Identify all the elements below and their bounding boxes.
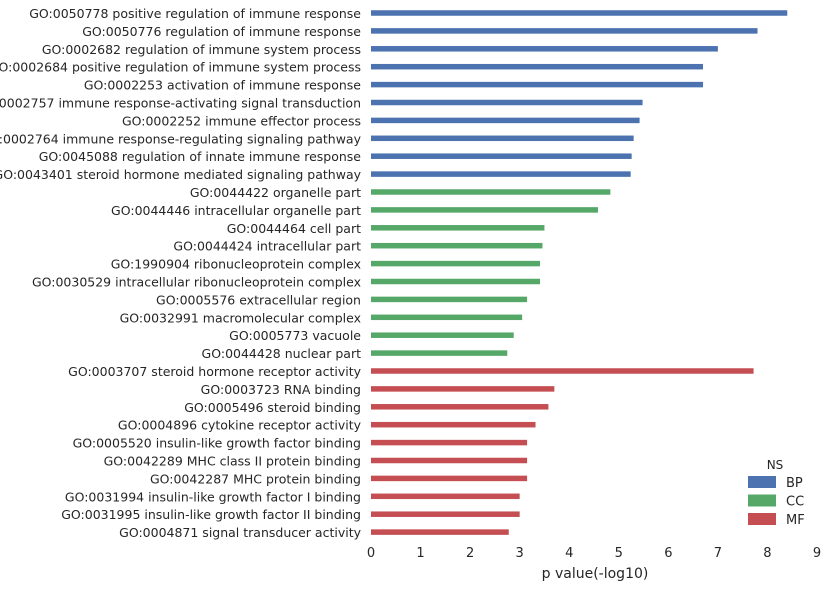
bar-9 [371,171,631,177]
bar-22 [371,404,549,410]
category-label-27: GO:0031994 insulin-like growth factor I … [65,489,361,504]
category-label-4: GO:0002253 activation of immune response [84,78,361,93]
x-tick-label-3: 3 [516,546,524,561]
legend-label-mf: MF [786,513,805,528]
category-label-6: GO:0002252 immune effector process [122,113,361,128]
x-tick-label-0: 0 [367,546,375,561]
bar-29 [371,529,509,535]
category-labels-group: GO:0050778 positive regulation of immune… [0,6,362,540]
category-label-19: GO:0044428 nuclear part [202,346,362,361]
category-label-18: GO:0005773 vacuole [229,328,361,343]
category-label-25: GO:0042289 MHC class II protein binding [104,454,361,469]
bar-23 [371,421,536,428]
bar-17 [371,314,523,321]
bar-20 [371,368,754,374]
category-label-14: GO:1990904 ribonucleoprotein complex [111,257,361,272]
bar-18 [371,332,514,338]
x-axis-label: p value(-log10) [542,566,649,582]
x-tick-label-5: 5 [615,546,623,561]
category-label-17: GO:0032991 macromolecular complex [120,310,361,325]
category-label-2: GO:0002682 regulation of immune system p… [42,42,361,57]
bar-19 [371,350,508,356]
bar-24 [371,439,528,446]
bar-13 [371,242,543,249]
bar-15 [371,278,540,285]
bar-14 [371,260,540,267]
x-tick-label-9: 9 [813,546,821,561]
x-tick-label-1: 1 [416,546,424,561]
category-label-13: GO:0044424 intracellular part [173,239,361,254]
category-label-7: GO:0002764 immune response-regulating si… [0,131,362,146]
bar-11 [371,207,598,213]
bar-2 [371,46,718,52]
bar-0 [371,10,788,16]
bar-25 [371,457,528,464]
category-label-21: GO:0003723 RNA binding [201,382,361,397]
x-axis-ticks-group: 0 1 2 3 4 5 6 7 8 9 [367,546,821,561]
x-tick-label-6: 6 [664,546,672,561]
legend-swatch-cc [748,494,776,507]
category-label-11: GO:0044446 intracellular organelle part [111,203,361,218]
bar-28 [371,511,520,517]
category-label-28: GO:0031995 insulin-like growth factor II… [61,507,361,522]
legend-label-cc: CC [786,495,804,510]
x-tick-label-4: 4 [565,546,573,561]
bar-8 [371,153,632,159]
bar-10 [371,189,611,195]
bar-27 [371,493,520,500]
bars-group [371,10,788,535]
category-label-10: GO:0044422 organelle part [190,185,361,200]
legend-label-bp: BP [786,476,803,491]
legend-swatch-mf [748,513,776,525]
category-label-24: GO:0005520 insulin-like growth factor bi… [73,436,361,451]
category-label-12: GO:0044464 cell part [227,221,361,236]
category-label-22: GO:0005496 steroid binding [184,400,361,415]
bar-5 [371,99,643,106]
bar-1 [371,28,758,34]
legend: NS BP CC MF [748,458,805,528]
category-label-26: GO:0042287 MHC protein binding [150,471,361,486]
category-label-29: GO:0004871 signal transducer activity [119,525,361,540]
legend-items: BP CC MF [748,476,805,528]
category-label-9: GO:0043401 steroid hormone mediated sign… [0,167,362,182]
category-label-8: GO:0045088 regulation of innate immune r… [39,149,362,164]
bar-12 [371,225,545,231]
bar-16 [371,296,528,303]
category-label-5: GO:0002757 immune response-activating si… [0,96,361,111]
legend-title: NS [767,458,784,472]
bar-21 [371,386,555,392]
category-label-0: GO:0050778 positive regulation of immune… [29,6,361,21]
category-label-15: GO:0030529 intracellular ribonucleoprote… [32,275,361,290]
category-label-20: GO:0003707 steroid hormone receptor acti… [68,364,361,379]
category-label-3: GO:0002684 positive regulation of immune… [0,60,361,75]
bar-26 [371,475,528,482]
x-tick-label-7: 7 [714,546,722,561]
x-tick-label-8: 8 [763,546,771,561]
category-label-16: GO:0005576 extracellular region [156,292,361,307]
category-label-1: GO:0050776 regulation of immune response [82,24,361,39]
x-tick-label-2: 2 [466,546,474,561]
legend-swatch-bp [748,476,776,488]
bar-4 [371,81,704,88]
category-label-23: GO:0004896 cytokine receptor activity [118,418,362,433]
bar-6 [371,117,640,124]
bar-3 [371,63,704,70]
bar-7 [371,135,634,142]
